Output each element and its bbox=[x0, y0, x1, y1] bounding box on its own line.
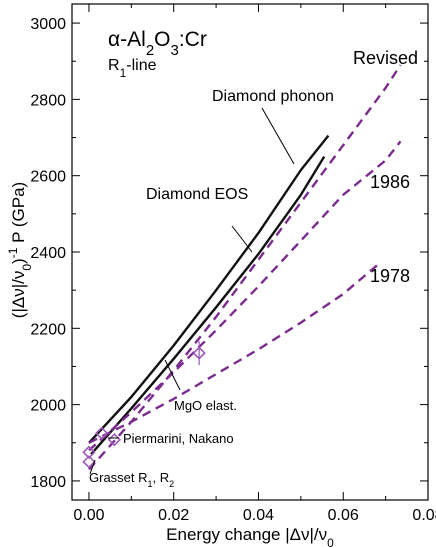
diamond-marker bbox=[95, 426, 109, 440]
series-line-1978 bbox=[88, 262, 381, 444]
diamond-phonon-pointer bbox=[261, 107, 295, 165]
chart-subtitle: R1-line bbox=[108, 57, 157, 80]
y-tick-label: 2400 bbox=[30, 245, 66, 262]
x-tick-label: 0.08 bbox=[412, 507, 436, 524]
label-revised: Revised bbox=[353, 48, 418, 68]
x-tick-label: 0.06 bbox=[328, 507, 359, 524]
y-tick-label: 2000 bbox=[30, 398, 66, 415]
series-line-diamond-eos bbox=[90, 155, 326, 455]
diamond-marker bbox=[82, 445, 96, 459]
y-tick-label: 1800 bbox=[30, 474, 66, 491]
x-tick-label: 0.00 bbox=[73, 507, 104, 524]
label-1978: 1978 bbox=[370, 266, 410, 286]
label-1986: 1986 bbox=[370, 172, 410, 192]
y-tick-label: 2800 bbox=[30, 92, 66, 109]
x-axis-label: Energy change |Δν|/ν0 bbox=[166, 525, 334, 548]
x-tick-label: 0.02 bbox=[158, 507, 189, 524]
y-tick-label: 2200 bbox=[30, 321, 66, 338]
chart-title: α-Al2O3:Cr bbox=[108, 28, 207, 59]
series-line-diamond-phonon bbox=[88, 134, 330, 444]
y-axis-label: (|Δν|/ν0)-1 P (GPa) bbox=[6, 182, 34, 318]
x-tick-label: 0.04 bbox=[243, 507, 274, 524]
y-tick-label: 2600 bbox=[30, 169, 66, 186]
series-line-1986 bbox=[88, 140, 402, 452]
mgo-pointer bbox=[164, 359, 181, 391]
label-piermarini: Piermarini, Nakano bbox=[123, 431, 234, 446]
grasset-pointer bbox=[89, 459, 96, 475]
diamond-marker bbox=[82, 455, 96, 469]
label-mgo: MgO elast. bbox=[174, 398, 237, 413]
y-tick-label: 3000 bbox=[30, 16, 66, 33]
label-diamond-eos: Diamond EOS bbox=[146, 186, 248, 203]
label-diamond-phonon: Diamond phonon bbox=[212, 88, 334, 105]
label-grasset: Grasset R1, R2 bbox=[89, 470, 174, 489]
diamond-eos-pointer bbox=[231, 225, 253, 253]
